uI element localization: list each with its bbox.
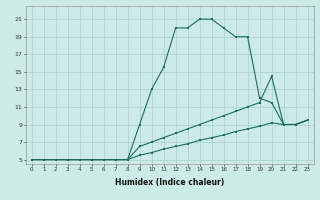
X-axis label: Humidex (Indice chaleur): Humidex (Indice chaleur): [115, 178, 224, 187]
